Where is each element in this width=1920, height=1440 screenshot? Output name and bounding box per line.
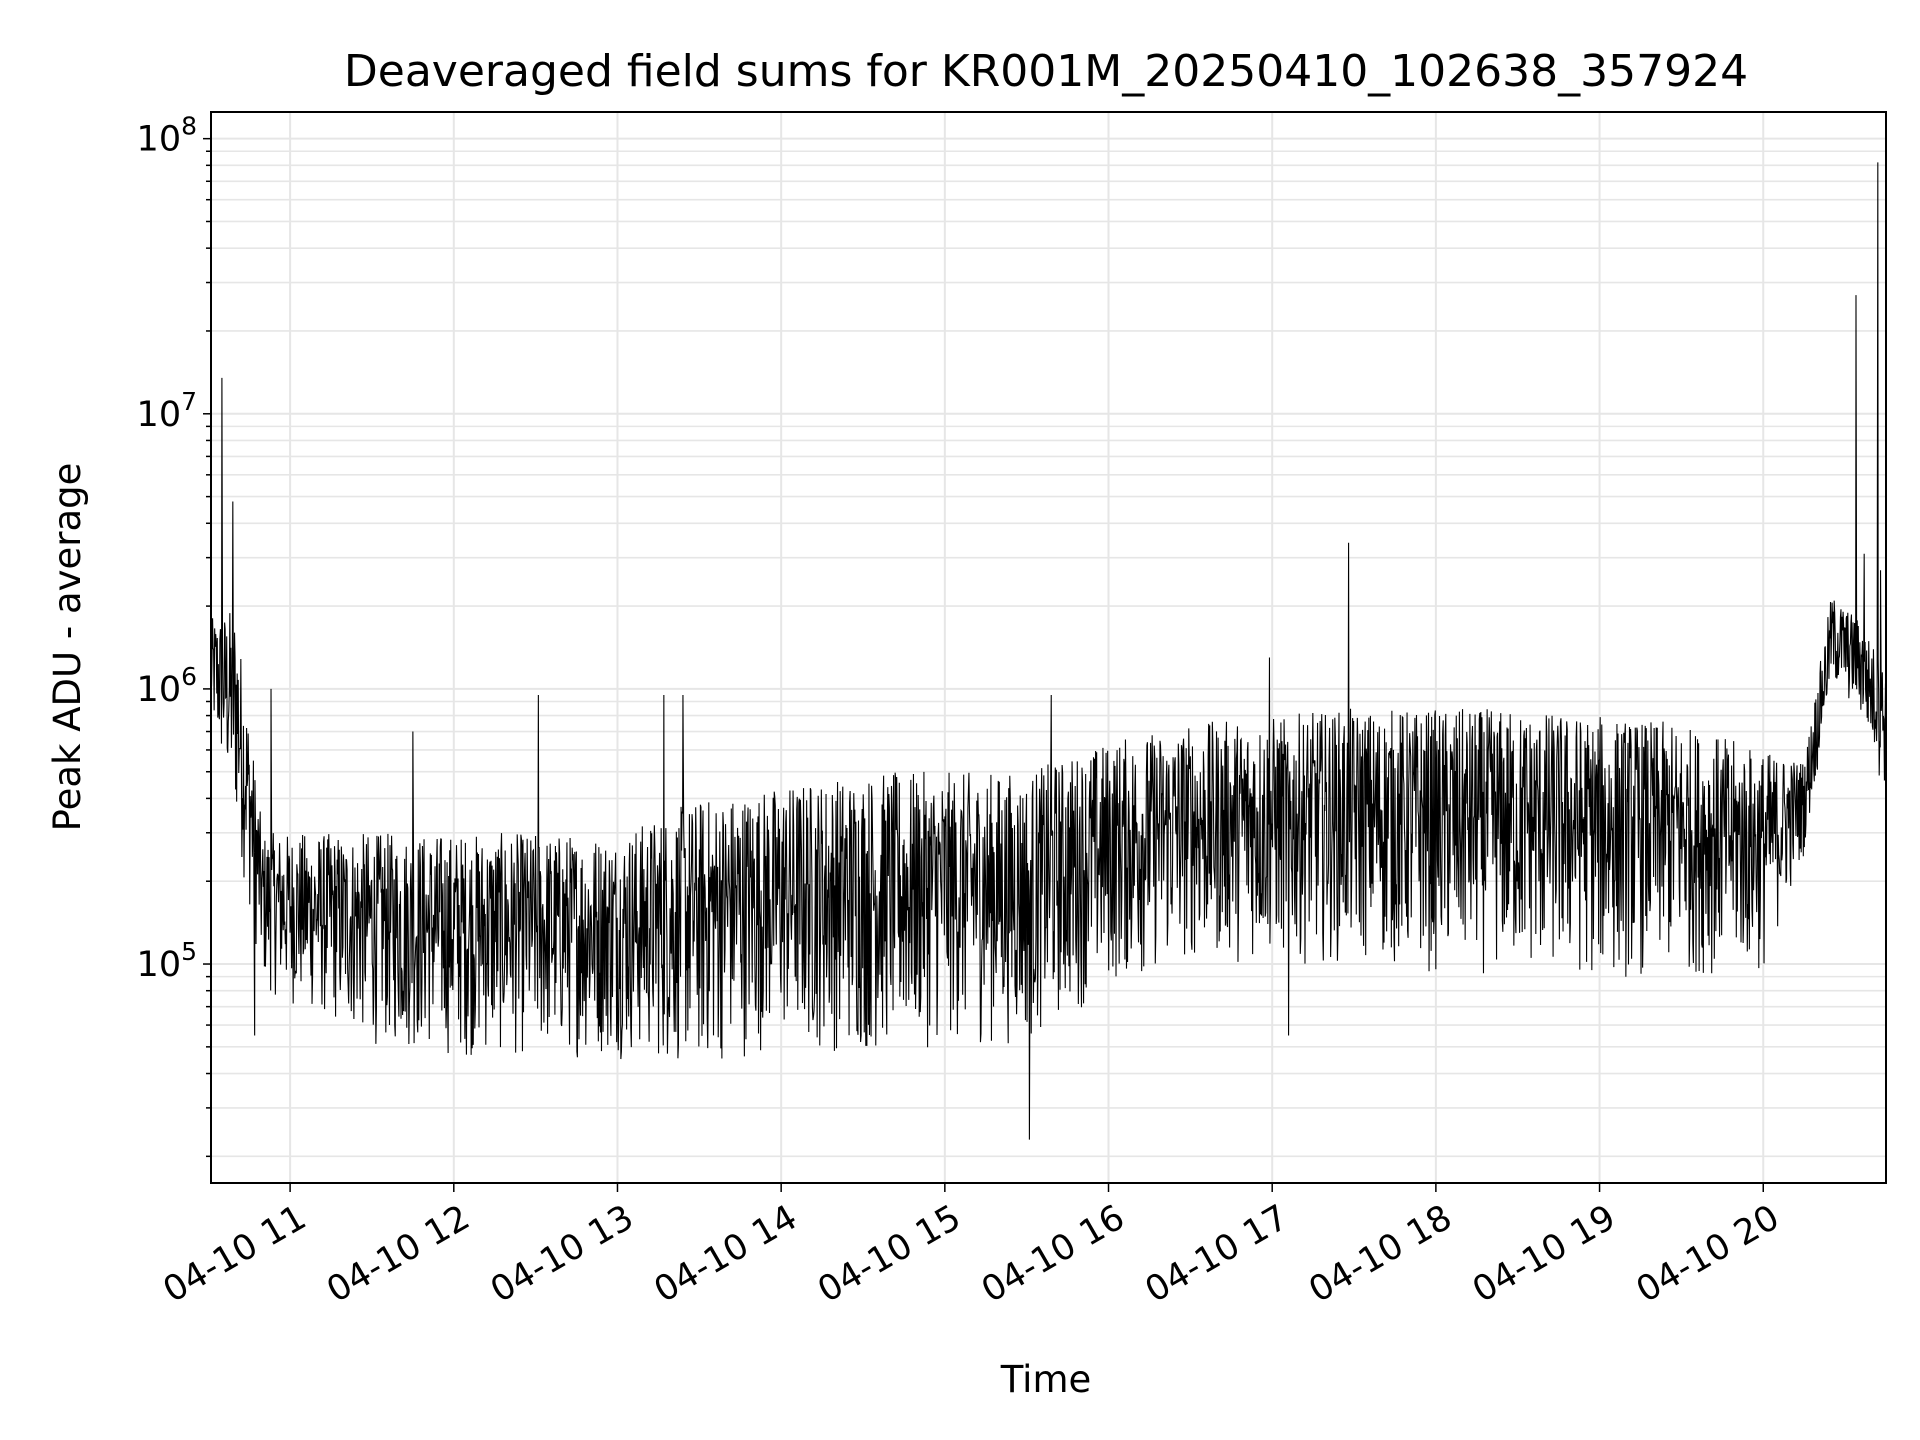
y-tick-label: 105 (137, 937, 197, 985)
peak-adu-line (210, 162, 1887, 1140)
series-line (210, 162, 1887, 1140)
plot-frame (210, 111, 1887, 1184)
y-tick-label: 108 (137, 112, 197, 160)
x-axis-label: Time (1000, 1358, 1092, 1401)
y-axis-label: Peak ADU - average (46, 463, 89, 832)
chart-title: Deaveraged field sums for KR001M_2025041… (344, 46, 1748, 97)
y-tick-label: 106 (137, 662, 197, 710)
y-tick-label: 107 (137, 387, 197, 435)
